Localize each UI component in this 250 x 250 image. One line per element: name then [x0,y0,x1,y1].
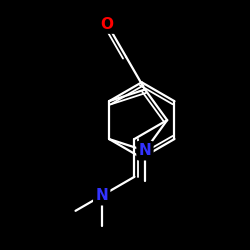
Text: N: N [95,188,108,203]
Text: O: O [101,16,114,32]
Text: N: N [138,143,151,158]
Text: O: O [101,16,114,32]
Text: N: N [138,143,151,158]
Text: N: N [95,188,108,203]
